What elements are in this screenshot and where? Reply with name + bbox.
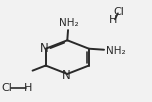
Text: Cl: Cl (113, 7, 124, 17)
Text: N: N (40, 42, 48, 55)
Text: H: H (24, 83, 32, 93)
Text: H: H (109, 15, 117, 25)
Text: NH₂: NH₂ (59, 18, 79, 28)
Text: N: N (62, 69, 70, 82)
Text: NH₂: NH₂ (105, 46, 125, 56)
Text: Cl: Cl (1, 83, 12, 93)
